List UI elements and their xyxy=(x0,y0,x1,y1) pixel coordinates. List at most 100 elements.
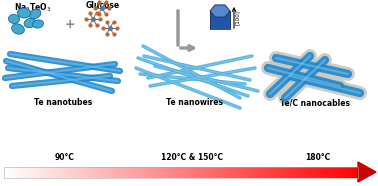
FancyBboxPatch shape xyxy=(338,166,340,177)
FancyBboxPatch shape xyxy=(235,166,237,177)
FancyBboxPatch shape xyxy=(118,166,119,177)
FancyBboxPatch shape xyxy=(288,166,290,177)
FancyBboxPatch shape xyxy=(173,166,175,177)
FancyBboxPatch shape xyxy=(12,166,14,177)
FancyBboxPatch shape xyxy=(98,166,99,177)
FancyBboxPatch shape xyxy=(228,166,229,177)
FancyBboxPatch shape xyxy=(266,166,268,177)
FancyBboxPatch shape xyxy=(8,166,9,177)
Ellipse shape xyxy=(33,20,43,28)
FancyBboxPatch shape xyxy=(239,166,240,177)
FancyBboxPatch shape xyxy=(240,166,242,177)
FancyBboxPatch shape xyxy=(305,166,307,177)
FancyBboxPatch shape xyxy=(135,166,137,177)
FancyBboxPatch shape xyxy=(286,166,288,177)
FancyBboxPatch shape xyxy=(38,166,40,177)
FancyBboxPatch shape xyxy=(53,166,54,177)
Polygon shape xyxy=(210,11,230,29)
FancyBboxPatch shape xyxy=(110,166,112,177)
FancyBboxPatch shape xyxy=(102,166,104,177)
FancyBboxPatch shape xyxy=(294,166,296,177)
FancyBboxPatch shape xyxy=(350,166,352,177)
Ellipse shape xyxy=(17,8,31,18)
FancyBboxPatch shape xyxy=(302,166,304,177)
FancyBboxPatch shape xyxy=(191,166,193,177)
FancyBboxPatch shape xyxy=(327,166,329,177)
FancyBboxPatch shape xyxy=(253,166,254,177)
FancyBboxPatch shape xyxy=(176,166,177,177)
FancyBboxPatch shape xyxy=(160,166,162,177)
FancyBboxPatch shape xyxy=(325,166,327,177)
FancyBboxPatch shape xyxy=(287,166,289,177)
FancyBboxPatch shape xyxy=(68,166,70,177)
FancyBboxPatch shape xyxy=(195,166,197,177)
Text: 180°C: 180°C xyxy=(305,153,331,162)
FancyBboxPatch shape xyxy=(190,166,192,177)
FancyBboxPatch shape xyxy=(124,166,125,177)
FancyBboxPatch shape xyxy=(29,166,31,177)
FancyBboxPatch shape xyxy=(94,166,96,177)
FancyBboxPatch shape xyxy=(19,166,21,177)
FancyBboxPatch shape xyxy=(115,166,117,177)
FancyBboxPatch shape xyxy=(95,166,97,177)
FancyBboxPatch shape xyxy=(159,166,161,177)
FancyBboxPatch shape xyxy=(81,166,83,177)
FancyBboxPatch shape xyxy=(304,166,305,177)
FancyBboxPatch shape xyxy=(93,166,94,177)
FancyBboxPatch shape xyxy=(315,166,317,177)
FancyBboxPatch shape xyxy=(48,166,50,177)
FancyBboxPatch shape xyxy=(262,166,264,177)
FancyBboxPatch shape xyxy=(46,166,48,177)
FancyBboxPatch shape xyxy=(204,166,206,177)
FancyBboxPatch shape xyxy=(147,166,149,177)
FancyBboxPatch shape xyxy=(157,166,158,177)
FancyBboxPatch shape xyxy=(314,166,316,177)
FancyBboxPatch shape xyxy=(352,166,354,177)
FancyBboxPatch shape xyxy=(153,166,155,177)
FancyBboxPatch shape xyxy=(273,166,274,177)
FancyBboxPatch shape xyxy=(146,166,148,177)
FancyBboxPatch shape xyxy=(88,166,90,177)
FancyBboxPatch shape xyxy=(114,166,116,177)
FancyBboxPatch shape xyxy=(331,166,333,177)
FancyBboxPatch shape xyxy=(75,166,77,177)
FancyBboxPatch shape xyxy=(295,166,297,177)
FancyBboxPatch shape xyxy=(56,166,58,177)
FancyBboxPatch shape xyxy=(144,166,146,177)
FancyBboxPatch shape xyxy=(282,166,284,177)
FancyBboxPatch shape xyxy=(318,166,319,177)
FancyBboxPatch shape xyxy=(42,166,44,177)
FancyBboxPatch shape xyxy=(145,166,147,177)
FancyBboxPatch shape xyxy=(86,166,87,177)
FancyBboxPatch shape xyxy=(300,166,302,177)
FancyBboxPatch shape xyxy=(87,166,89,177)
FancyBboxPatch shape xyxy=(346,166,348,177)
FancyBboxPatch shape xyxy=(128,166,130,177)
FancyBboxPatch shape xyxy=(269,166,271,177)
FancyBboxPatch shape xyxy=(24,166,26,177)
FancyBboxPatch shape xyxy=(96,166,98,177)
FancyBboxPatch shape xyxy=(212,166,214,177)
FancyBboxPatch shape xyxy=(141,166,143,177)
FancyBboxPatch shape xyxy=(49,166,51,177)
FancyBboxPatch shape xyxy=(226,166,228,177)
FancyBboxPatch shape xyxy=(234,166,235,177)
FancyBboxPatch shape xyxy=(183,166,184,177)
FancyBboxPatch shape xyxy=(34,166,36,177)
FancyBboxPatch shape xyxy=(165,166,167,177)
FancyBboxPatch shape xyxy=(250,166,252,177)
FancyBboxPatch shape xyxy=(201,166,202,177)
FancyBboxPatch shape xyxy=(36,166,38,177)
FancyBboxPatch shape xyxy=(90,166,92,177)
FancyBboxPatch shape xyxy=(205,166,207,177)
FancyBboxPatch shape xyxy=(344,166,345,177)
FancyBboxPatch shape xyxy=(169,166,170,177)
FancyBboxPatch shape xyxy=(270,166,272,177)
FancyBboxPatch shape xyxy=(249,166,251,177)
FancyBboxPatch shape xyxy=(172,166,174,177)
FancyBboxPatch shape xyxy=(209,166,211,177)
FancyBboxPatch shape xyxy=(276,166,278,177)
FancyBboxPatch shape xyxy=(285,166,287,177)
FancyBboxPatch shape xyxy=(277,166,279,177)
FancyBboxPatch shape xyxy=(224,166,226,177)
